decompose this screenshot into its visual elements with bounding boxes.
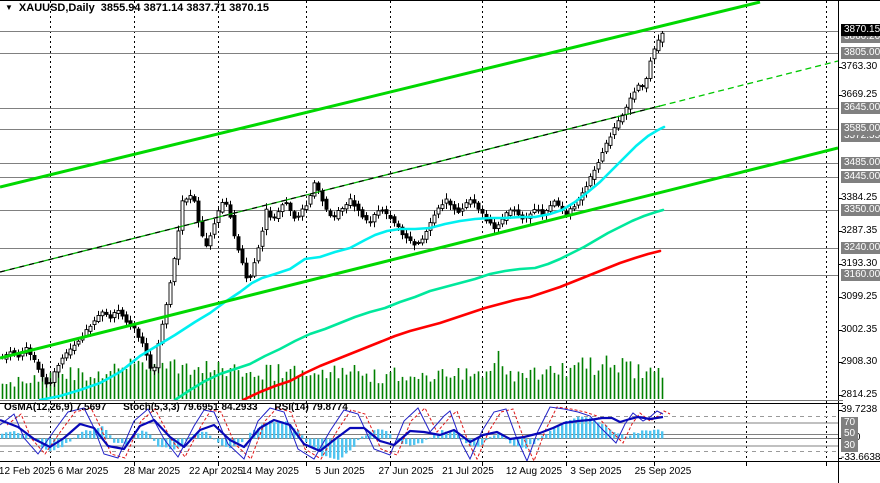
price-scale-tick-label: 3287.35 — [841, 225, 878, 236]
indicator-level-label: 70 — [841, 417, 859, 429]
stochastic-signal-line — [6, 406, 671, 461]
candles — [0, 31, 665, 388]
time-axis-label: 27 Jun 2025 — [378, 466, 434, 477]
grid-lines — [0, 1, 838, 461]
indicator-panel — [0, 406, 671, 461]
indicator-level-label: 30 — [841, 440, 859, 452]
time-axis-label: 6 Mar 2025 — [57, 466, 109, 477]
main-chart-area — [0, 1, 838, 400]
price-level-label: 3805.00 — [841, 47, 880, 59]
time-axis-label: 22 Apr 2025 — [189, 466, 243, 477]
channel-upper-line — [0, 1, 761, 189]
rsi-line — [0, 415, 664, 453]
indicator-level-label: 50 — [841, 428, 859, 440]
price-level-label: 3240.00 — [841, 242, 880, 254]
time-axis-label: 12 Feb 2025 — [0, 466, 56, 477]
symbol-dropdown-icon[interactable]: ▼ — [5, 2, 13, 12]
price-level-label: 3645.00 — [841, 102, 880, 114]
price-scale-tick-label: 2814.25 — [841, 389, 878, 400]
price-scale-tick-label: 3669.25 — [841, 89, 878, 100]
time-axis-label: 5 Jun 2025 — [315, 466, 365, 477]
time-axis-label: 25 Sep 2025 — [634, 466, 692, 477]
ma-mid-teal — [173, 208, 665, 400]
price-level-label: 3485.00 — [841, 157, 880, 169]
mid-trendline-black-dash — [0, 105, 661, 273]
channel-lower-line — [0, 146, 838, 360]
price-scale-tick-label: 2908.30 — [841, 356, 878, 367]
chart-title-row: ▼ XAUUSD,Daily 3855.94 3871.14 3837.71 3… — [5, 1, 269, 14]
current-price-label: 3870.15 — [841, 24, 880, 36]
price-scale-tick-label: 3099.25 — [841, 291, 878, 302]
price-level-label: 3350.00 — [841, 204, 880, 216]
price-level-label: 3445.00 — [841, 171, 880, 183]
time-axis-label: 12 Aug 2025 — [505, 466, 563, 477]
volume-bars — [1, 350, 664, 399]
indicator-scale-tick-label: 39.7238 — [841, 404, 878, 415]
price-scale-tick-label: 3763.30 — [841, 61, 878, 72]
time-axis-label: 3 Sep 2025 — [570, 466, 622, 477]
time-axis-label: 14 May 2025 — [241, 466, 299, 477]
price-scale-tick-label: 3384.25 — [841, 192, 878, 203]
mid-trendline-ray-dashed — [659, 60, 838, 107]
time-axis-label: 21 Jul 2025 — [442, 466, 494, 477]
indicator-values-row: OsMA(12,26,9) 7.5697 Stoch(5,3,3) 79.695… — [4, 402, 362, 413]
price-level-label: 3585.00 — [841, 123, 880, 135]
osma-indicator-label: OsMA(12,26,9) 7.5697 — [4, 402, 107, 413]
rsi-indicator-label: RSI(14) 79.8774 — [274, 402, 348, 413]
symbol-period-label: XAUUSD,Daily — [18, 1, 95, 14]
time-axis-label: 28 Mar 2025 — [123, 466, 181, 477]
ma-slow-red — [241, 249, 662, 400]
stoch-indicator-label: Stoch(5,3,3) 79.6951 84.2933 — [123, 402, 258, 413]
ohlc-values-label: 3855.94 3871.14 3837.71 3870.15 — [100, 1, 269, 14]
stochastic-main-line — [0, 406, 664, 461]
ma-fast-cyan — [38, 125, 666, 400]
price-scale-tick-label: 3193.30 — [841, 258, 878, 269]
price-scale-tick-label: 3002.35 — [841, 324, 878, 335]
price-level-label: 3160.00 — [841, 269, 880, 281]
indicator-scale-tick-label: -33.6638 — [841, 452, 880, 463]
